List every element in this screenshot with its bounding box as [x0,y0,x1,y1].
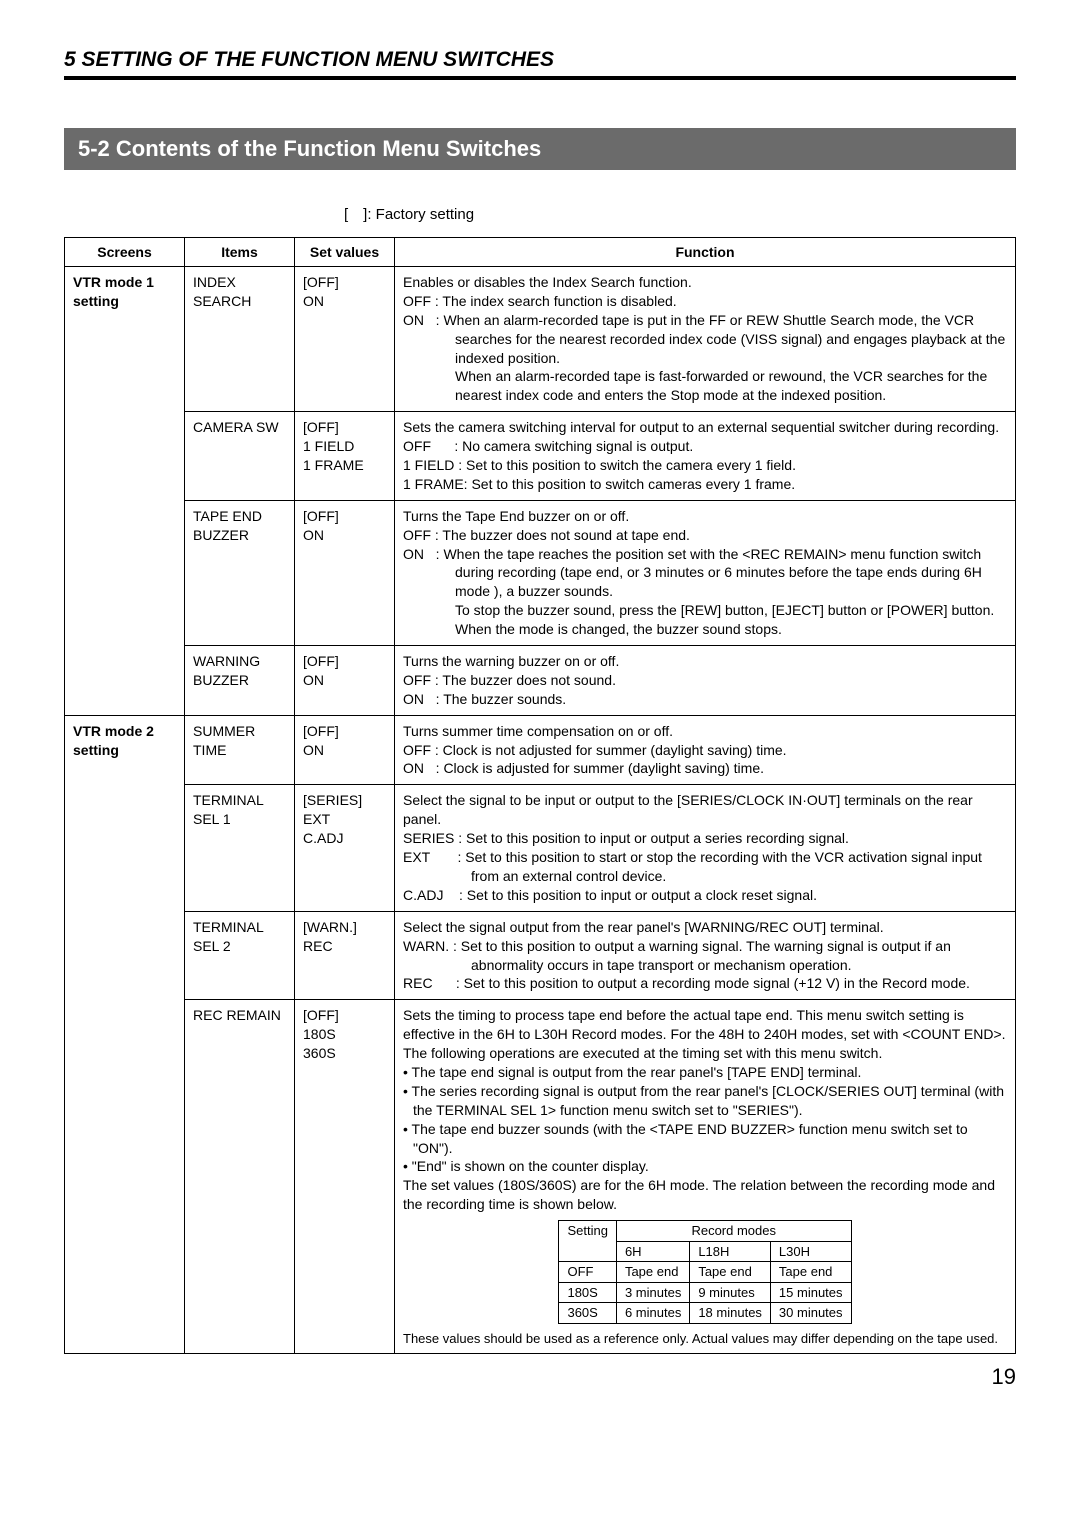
header-screens: Screens [65,238,185,267]
table-row: TERMINAL SEL 2[WARN.] REC Select the sign… [65,911,1016,1000]
item-cell: SUMMER TIME [185,715,295,785]
function-line: Select the signal to be input or output … [403,791,1007,829]
function-line: OFF : The buzzer does not sound at tape … [403,526,1007,545]
set-values-cell: [OFF] ON [295,715,395,785]
function-line: To stop the buzzer sound, press the [REW… [403,601,1007,620]
function-line: Turns the warning buzzer on or off. [403,652,1007,671]
set-values-cell: [OFF] 180S 360S [295,1000,395,1354]
section-banner: 5-2 Contents of the Function Menu Switch… [64,128,1016,170]
function-line: Turns the Tape End buzzer on or off. [403,507,1007,526]
item-cell: WARNING BUZZER [185,646,295,716]
function-line: ON : When an alarm-recorded tape is put … [403,311,1007,368]
table-row: CAMERA SW[OFF] 1 FIELD 1 FRAME Sets the c… [65,412,1016,501]
inner-cell: Tape end [616,1262,689,1283]
inner-cell: 180S [559,1282,616,1303]
table-header-row: Screens Items Set values Function [65,238,1016,267]
item-cell: TAPE END BUZZER [185,500,295,645]
function-line: WARN. : Set to this position to output a… [403,937,1007,975]
function-line: 1 FRAME: Set to this position to switch … [403,475,1007,494]
table-row: REC REMAIN[OFF] 180S 360SSets the timing… [65,1000,1016,1354]
inner-cell: 18 minutes [690,1303,771,1324]
header-set-values: Set values [295,238,395,267]
set-values-cell: [OFF] ON [295,500,395,645]
function-cell: Sets the camera switching interval for o… [395,412,1016,501]
table-row: TERMINAL SEL 1[SERIES] EXT C.ADJSelect t… [65,785,1016,911]
function-line: OFF : The buzzer does not sound. [403,671,1007,690]
function-cell: Turns the warning buzzer on or off.OFF :… [395,646,1016,716]
item-cell: REC REMAIN [185,1000,295,1354]
chapter-text: SETTING OF THE FUNCTION MENU SWITCHES [82,48,555,71]
set-values-cell: [WARN.] REC [295,911,395,1000]
function-cell: Turns the Tape End buzzer on or off.OFF … [395,500,1016,645]
function-line: Enables or disables the Index Search fun… [403,273,1007,292]
inner-cell: 6 minutes [616,1303,689,1324]
function-line: When an alarm-recorded tape is fast-forw… [403,367,1007,405]
rec-remain-inner-table: SettingRecord modes6HL18HL30HOFFTape end… [558,1220,851,1324]
function-cell: Sets the timing to process tape end befo… [395,1000,1016,1354]
function-line: • The tape end signal is output from the… [403,1063,1007,1082]
function-cell: Enables or disables the Index Search fun… [395,267,1016,412]
function-line: OFF : No camera switching signal is outp… [403,437,1007,456]
section-number: 5-2 [78,136,110,161]
function-cell: Turns summer time compensation on or off… [395,715,1016,785]
function-line: When the mode is changed, the buzzer sou… [403,620,1007,639]
table-row: WARNING BUZZER[OFF] ONTurns the warning … [65,646,1016,716]
section-title: Contents of the Function Menu Switches [116,136,541,161]
function-line: ON : The buzzer sounds. [403,690,1007,709]
inner-cell: Tape end [770,1262,851,1283]
function-line: ON : When the tape reaches the position … [403,545,1007,602]
inner-table-caption: These values should be used as a referen… [403,1330,1007,1348]
item-cell: INDEX SEARCH [185,267,295,412]
chapter-title: 5 SETTING OF THE FUNCTION MENU SWITCHES [64,48,1016,80]
chapter-number: 5 [64,48,76,71]
inner-cell: 3 minutes [616,1282,689,1303]
inner-mode-col: L18H [690,1241,771,1262]
function-line: • The tape end buzzer sounds (with the <… [403,1120,1007,1158]
header-function: Function [395,238,1016,267]
function-line: REC : Set to this position to output a r… [403,974,1007,993]
function-line: Turns summer time compensation on or off… [403,722,1007,741]
screen-cell: VTR mode 2 setting [65,715,185,1354]
inner-header-setting: Setting [559,1221,616,1262]
inner-mode-col: 6H [616,1241,689,1262]
set-values-cell: [OFF] 1 FIELD 1 FRAME [295,412,395,501]
inner-header-record-modes: Record modes [616,1221,851,1242]
table-row: VTR mode 1 settingINDEX SEARCH[OFF] ONEn… [65,267,1016,412]
inner-cell: 360S [559,1303,616,1324]
header-items: Items [185,238,295,267]
function-line: EXT : Set to this position to start or s… [403,848,1007,886]
function-line: Sets the timing to process tape end befo… [403,1006,1007,1063]
function-menu-table: Screens Items Set values Function VTR mo… [64,237,1016,1354]
screen-cell: VTR mode 1 setting [65,267,185,716]
set-values-cell: [SERIES] EXT C.ADJ [295,785,395,911]
function-cell: Select the signal to be input or output … [395,785,1016,911]
item-cell: TERMINAL SEL 2 [185,911,295,1000]
function-line: OFF : Clock is not adjusted for summer (… [403,741,1007,760]
table-row: TAPE END BUZZER[OFF] ONTurns the Tape En… [65,500,1016,645]
function-line: OFF : The index search function is disab… [403,292,1007,311]
set-values-cell: [OFF] ON [295,646,395,716]
function-line: ON : Clock is adjusted for summer (dayli… [403,759,1007,778]
inner-cell: 15 minutes [770,1282,851,1303]
function-line: The set values (180S/360S) are for the 6… [403,1176,1007,1214]
table-row: VTR mode 2 settingSUMMER TIME[OFF] ONTur… [65,715,1016,785]
item-cell: TERMINAL SEL 1 [185,785,295,911]
function-line: • "End" is shown on the counter display. [403,1157,1007,1176]
function-line: Select the signal output from the rear p… [403,918,1007,937]
function-line: SERIES : Set to this position to input o… [403,829,1007,848]
function-line: C.ADJ : Set to this position to input or… [403,886,1007,905]
page-number: 19 [64,1364,1016,1390]
function-line: • The series recording signal is output … [403,1082,1007,1120]
inner-cell: 30 minutes [770,1303,851,1324]
inner-cell: Tape end [690,1262,771,1283]
inner-cell: OFF [559,1262,616,1283]
function-cell: Select the signal output from the rear p… [395,911,1016,1000]
inner-cell: 9 minutes [690,1282,771,1303]
item-cell: CAMERA SW [185,412,295,501]
inner-mode-col: L30H [770,1241,851,1262]
function-line: 1 FIELD : Set to this position to switch… [403,456,1007,475]
factory-setting-note: [ ]: Factory setting [344,206,1016,223]
function-line: Sets the camera switching interval for o… [403,418,1007,437]
set-values-cell: [OFF] ON [295,267,395,412]
